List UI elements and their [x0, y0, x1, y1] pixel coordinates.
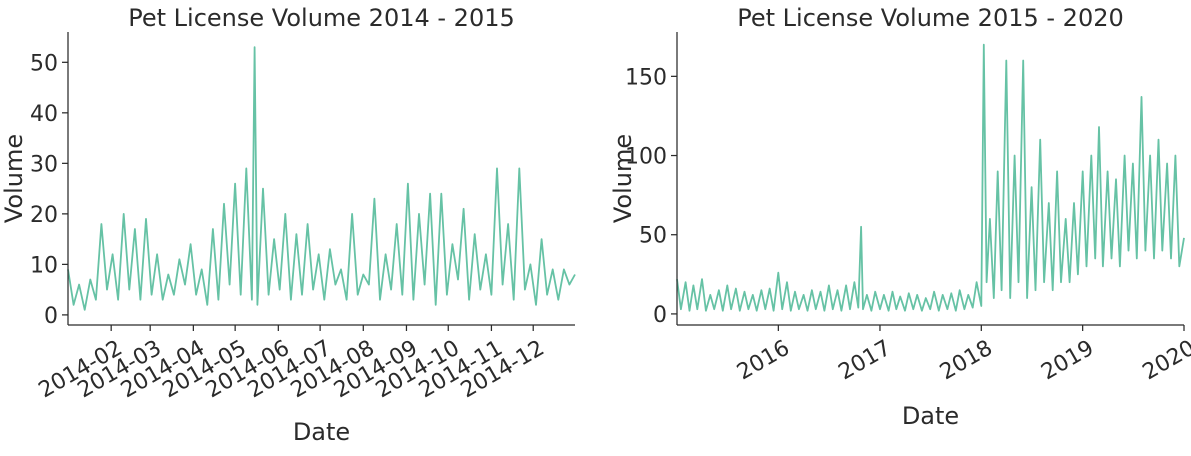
y-tick-label: 20 [30, 203, 58, 228]
y-tick-label: 100 [625, 145, 667, 170]
y-tick-label: 0 [44, 304, 58, 329]
y-tick-label: 50 [30, 51, 58, 76]
chart-panel-1: 010203040502014-022014-032014-042014-052… [0, 4, 576, 446]
x-tick-label: 2020 [1139, 336, 1191, 386]
y-tick-label: 50 [639, 224, 667, 249]
series-line-1 [676, 43, 1185, 312]
y-tick-label: 0 [653, 303, 667, 328]
y-axis-label: Volume [0, 134, 28, 223]
y-axis-label: Volume [609, 134, 637, 223]
series-line-1 [67, 46, 576, 311]
x-tick-label: 2017 [835, 336, 896, 386]
y-tick-label: 40 [30, 102, 58, 127]
chart-title: Pet License Volume 2014 - 2015 [128, 4, 515, 32]
x-tick-label: 2018 [936, 336, 997, 386]
chart-title: Pet License Volume 2015 - 2020 [737, 4, 1124, 32]
x-axis-label: Date [293, 418, 350, 446]
y-tick-label: 10 [30, 253, 58, 278]
x-tick-label: 2019 [1037, 336, 1098, 386]
x-axis-label: Date [902, 402, 959, 430]
y-tick-label: 30 [30, 152, 58, 177]
chart-panel-2: 0 50 100 150 2016 2017 2018 2019 2020 Pet License… [609, 4, 1191, 430]
x-tick-label: 2016 [733, 336, 794, 386]
y-tick-label: 150 [625, 65, 667, 90]
